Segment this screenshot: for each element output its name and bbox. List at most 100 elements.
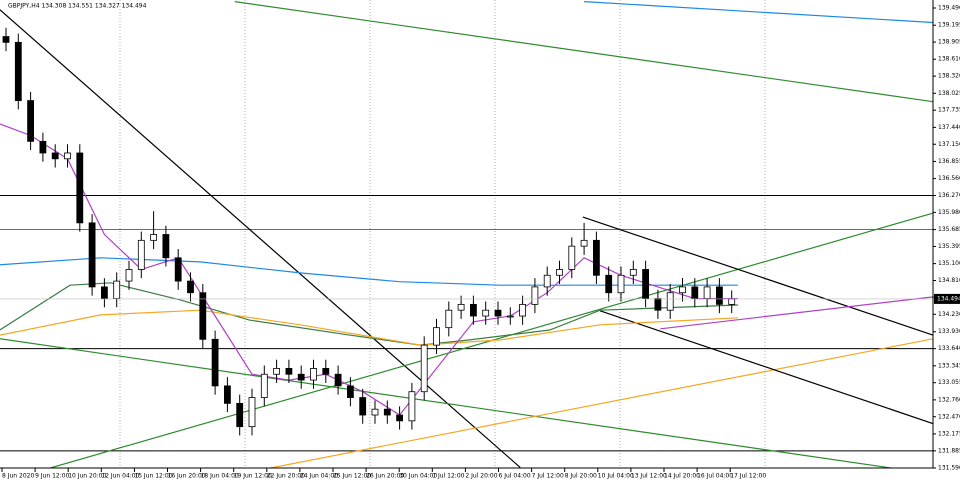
candle-body: [39, 140, 47, 154]
y-tick-label: 133.930: [938, 328, 960, 335]
y-tick-label: 134.810: [938, 277, 960, 284]
x-tick-label: 9 Jun 12:00: [35, 473, 69, 480]
y-tick-label: 137.150: [938, 141, 960, 148]
y-tick-label: 135.685: [938, 226, 960, 233]
candle-body: [469, 303, 477, 317]
candle-body: [396, 414, 404, 422]
y-tick-label: 133.640: [938, 345, 960, 352]
x-tick-label: 8 Jul 20:00: [565, 473, 597, 480]
candle-body: [617, 274, 625, 294]
candle-body: [285, 368, 293, 375]
x-tick-label: 16 Jul 04:00: [697, 473, 733, 480]
candle-body: [593, 239, 600, 276]
candle-body: [137, 239, 145, 270]
candle-body: [629, 269, 637, 276]
candle-body: [556, 269, 563, 276]
moving-average: [0, 257, 738, 286]
y-tick-label: 131.590: [938, 465, 960, 472]
candle-body: [482, 309, 490, 317]
candle-body: [187, 280, 194, 294]
x-tick-label: 30 Jun 04:00: [399, 473, 437, 480]
candle-body: [408, 391, 416, 422]
x-tick-label: 8 Jun 2020: [2, 473, 34, 480]
trendline: [234, 1, 933, 103]
candle-body: [113, 280, 121, 299]
x-tick-label: 14 Jul 20:00: [664, 473, 700, 480]
x-tick-label: 6 Jul 04:00: [499, 473, 531, 480]
y-tick-label: 135.980: [938, 209, 960, 216]
y-tick-label: 132.760: [938, 396, 960, 403]
candle-body: [679, 286, 686, 294]
chart-title: GBPJPY,H4 134.308 134.551 134.327 134.49…: [8, 3, 147, 10]
candle-body: [654, 298, 662, 311]
candle-body: [322, 368, 330, 375]
x-tick-label: 7 Jul 12:00: [532, 473, 564, 480]
candle-body: [51, 152, 59, 160]
candle-body: [371, 408, 379, 416]
candle-body: [260, 373, 268, 398]
x-tick-label: 15 Jun 12:00: [134, 473, 172, 480]
candle-body: [64, 152, 71, 160]
moving-average: [0, 282, 738, 346]
y-tick-label: 135.100: [938, 260, 960, 267]
candle-body: [383, 408, 391, 416]
y-tick-label: 133.345: [938, 362, 960, 369]
candle-body: [2, 36, 10, 43]
candle-body: [433, 327, 440, 346]
plot-area: [0, 0, 933, 468]
x-tick-label: 10 Jun 20:00: [68, 473, 106, 480]
trendline: [0, 9, 521, 468]
last-price-box: [934, 293, 960, 304]
trendline: [0, 338, 896, 468]
candle-body: [273, 368, 281, 375]
candle-body: [162, 234, 170, 259]
moving-average: [0, 309, 738, 346]
x-tick-label: 12 Jun 04:00: [101, 473, 139, 480]
candle-body: [666, 292, 674, 311]
candle-body: [506, 315, 514, 318]
candle-body: [297, 373, 305, 381]
trendline: [599, 310, 933, 425]
candle-body: [346, 385, 354, 398]
y-tick-label: 132.175: [938, 430, 960, 437]
candle-body: [703, 286, 711, 299]
candle-body: [88, 222, 96, 288]
candle-body: [728, 298, 736, 305]
trendline: [584, 0, 933, 24]
y-tick-label: 133.055: [938, 379, 960, 386]
y-tick-label: 131.885: [938, 447, 960, 454]
candle-body: [236, 402, 244, 428]
axes: 139.490 139.195 138.905 138.610 138.320 138.0…: [1, 5, 960, 480]
y-tick-label: 134.230: [938, 311, 960, 318]
x-tick-label: 19 Jun 12:00: [234, 473, 272, 480]
x-tick-label: 25 Jun 12:00: [333, 473, 371, 480]
y-tick-label: 139.490: [938, 5, 960, 12]
candle-body: [494, 309, 502, 317]
x-tick-label: 17 Jul 12:00: [730, 473, 766, 480]
y-tick-label: 132.470: [938, 413, 960, 420]
x-tick-label: 1 Jul 12:00: [432, 473, 464, 480]
candle-body: [642, 269, 649, 299]
candle-body: [76, 152, 84, 224]
candle-body: [420, 344, 428, 393]
y-tick-label: 137.735: [938, 107, 960, 114]
candle-body: [101, 286, 108, 299]
candle-body: [334, 373, 342, 387]
candle-body: [519, 303, 526, 317]
trendline: [270, 338, 933, 468]
x-tick-label: 24 Jun 04:00: [300, 473, 338, 480]
trendline: [582, 216, 933, 336]
y-tick-label: 139.195: [938, 22, 960, 29]
y-tick-label: 136.560: [938, 175, 960, 182]
candle-body: [174, 257, 182, 282]
x-tick-label: 22 Jun 20:00: [267, 473, 305, 480]
candle-body: [14, 41, 22, 101]
x-tick-label: 16 Jun 20:00: [168, 473, 206, 480]
candle-body: [248, 397, 256, 428]
y-tick-label: 138.320: [938, 73, 960, 80]
y-tick-label: 135.395: [938, 243, 960, 250]
y-tick-label: 136.270: [938, 192, 960, 199]
x-tick-label: 18 Jun 04:00: [201, 473, 239, 480]
